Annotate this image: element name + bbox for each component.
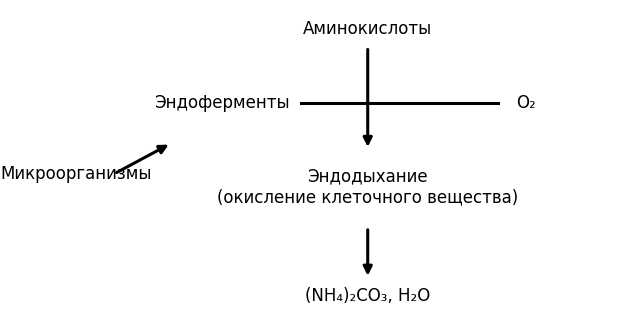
Text: Аминокислоты: Аминокислоты	[303, 20, 432, 38]
Text: Эндодыхание
(окисление клеточного вещества): Эндодыхание (окисление клеточного вещест…	[217, 167, 519, 206]
Text: (NH₄)₂CO₃, H₂O: (NH₄)₂CO₃, H₂O	[305, 287, 430, 305]
Text: O₂: O₂	[516, 94, 536, 112]
Text: Микроорганизмы: Микроорганизмы	[1, 165, 152, 183]
Text: Эндоферменты: Эндоферменты	[154, 94, 290, 112]
